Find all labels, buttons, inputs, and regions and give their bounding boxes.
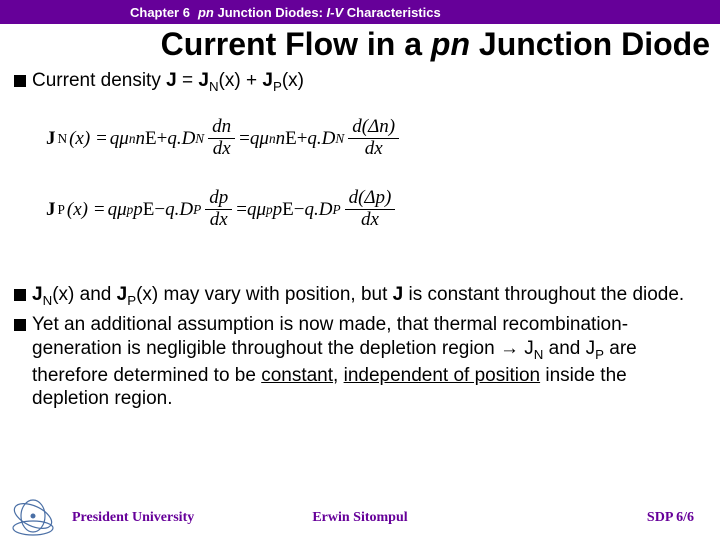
content-area: Current density J = JN(x) + JP(x) JN(x) … bbox=[0, 69, 720, 411]
footer: President University Erwin Sitompul SDP … bbox=[0, 494, 720, 540]
equation-jp: JP(x) = qμppE − q.DP dpdx = qμppE − q.DP… bbox=[44, 188, 706, 231]
fraction: dndx bbox=[208, 117, 235, 160]
bullet-icon bbox=[14, 319, 26, 331]
header-subtitle: pn Junction Diodes: I-V Characteristics bbox=[198, 5, 441, 20]
bullet-icon bbox=[14, 75, 26, 87]
university-logo-icon bbox=[8, 496, 58, 538]
footer-university: President University bbox=[72, 510, 194, 526]
slide-title: Current Flow in a pn Junction Diode bbox=[161, 26, 710, 62]
bullet-icon bbox=[14, 289, 26, 301]
equation-jn: JN(x) = qμnnE + q.DN dndx = qμnnE + q.DN… bbox=[44, 117, 706, 160]
fraction: d(Δn)dx bbox=[348, 117, 399, 160]
bullet-2-text: JN(x) and JP(x) may vary with position, … bbox=[32, 283, 684, 309]
fraction: d(Δp)dx bbox=[345, 188, 396, 231]
fraction: dpdx bbox=[205, 188, 232, 231]
slide-title-row: Current Flow in a pn Junction Diode bbox=[0, 24, 720, 69]
chapter-label: Chapter 6 bbox=[0, 5, 198, 20]
bullet-3-text: Yet an additional assumption is now made… bbox=[32, 313, 706, 411]
bullet-2: JN(x) and JP(x) may vary with position, … bbox=[14, 283, 706, 309]
footer-author: Erwin Sitompul bbox=[312, 510, 407, 526]
bullet-1-text: Current density J = JN(x) + JP(x) bbox=[32, 69, 304, 95]
bullet-3: Yet an additional assumption is now made… bbox=[14, 313, 706, 411]
header-bar: Chapter 6 pn Junction Diodes: I-V Charac… bbox=[0, 0, 720, 24]
bullet-1: Current density J = JN(x) + JP(x) bbox=[14, 69, 706, 95]
equation-block: JN(x) = qμnnE + q.DN dndx = qμnnE + q.DN… bbox=[14, 99, 706, 265]
footer-pagenum: SDP 6/6 bbox=[647, 510, 694, 526]
